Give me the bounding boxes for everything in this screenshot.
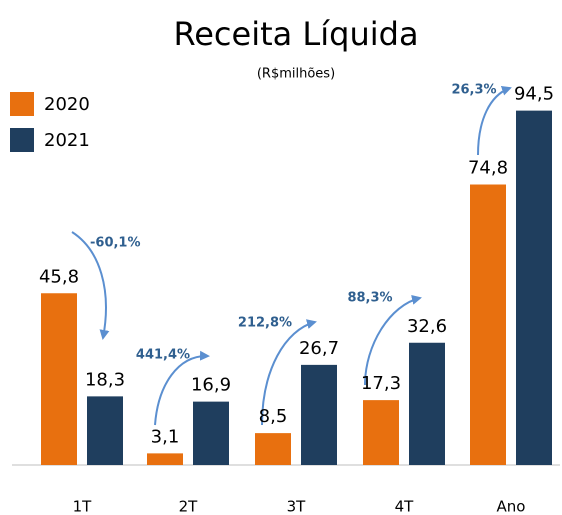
arrow: [71, 231, 110, 340]
x-tick-label: 4T: [395, 498, 415, 515]
data-label: 17,3: [361, 373, 401, 394]
chart-title: Receita Líquida: [173, 15, 418, 53]
data-label: 18,3: [85, 369, 125, 390]
bar: [301, 364, 337, 465]
legend-label: 2021: [44, 130, 90, 151]
x-tick-label: 1T: [73, 498, 93, 515]
arrow: [154, 350, 210, 426]
arrow: [261, 319, 317, 426]
data-label: 94,5: [514, 84, 554, 105]
x-tick-label: 2T: [179, 498, 199, 515]
x-tick-label: 3T: [287, 498, 307, 515]
x-tick-label: Ano: [497, 498, 526, 515]
annotation: 212,8%: [238, 316, 292, 331]
bar: [516, 110, 552, 465]
annotation: 88,3%: [347, 291, 392, 306]
bar: [41, 293, 77, 465]
arrow: [477, 85, 512, 156]
legend-label: 2020: [44, 94, 90, 115]
data-label: 8,5: [259, 406, 288, 427]
data-label: 74,8: [468, 158, 508, 179]
arrow: [364, 294, 422, 386]
annotation: 441,4%: [136, 348, 190, 363]
data-label: 3,1: [151, 426, 180, 447]
data-label: 26,7: [299, 338, 339, 359]
arrows: [71, 85, 512, 426]
bar: [409, 342, 445, 465]
bar: [147, 453, 183, 465]
bar: [363, 400, 399, 465]
legend-swatch: [10, 92, 34, 116]
bar: [193, 401, 229, 465]
bar: [87, 396, 123, 465]
annotation: 26,3%: [451, 83, 496, 98]
bar: [255, 433, 291, 465]
data-label: 45,8: [39, 266, 79, 287]
annotation: -60,1%: [90, 236, 141, 251]
legend-swatch: [10, 128, 34, 152]
chart-subtitle: (R$milhões): [257, 67, 335, 82]
data-label: 32,6: [407, 316, 447, 337]
data-label: 16,9: [191, 375, 231, 396]
bar: [470, 184, 506, 465]
